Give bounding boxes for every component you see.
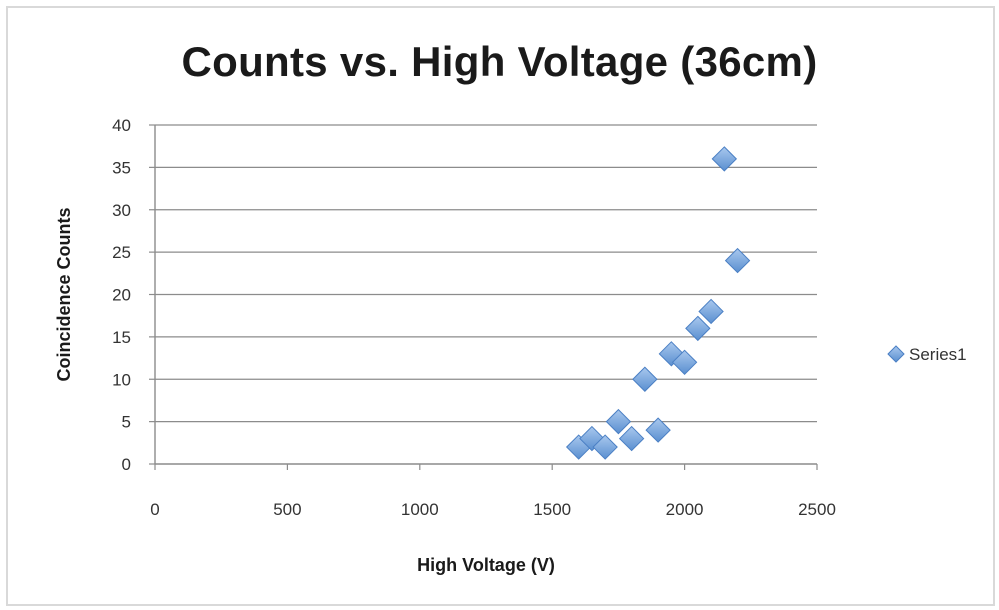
y-tick-label: 35 (112, 158, 131, 177)
data-point (632, 366, 658, 392)
data-point (724, 247, 751, 274)
y-tick-label: 15 (112, 328, 131, 347)
data-point (592, 434, 618, 460)
y-tick-label: 25 (112, 243, 131, 262)
data-point (671, 349, 698, 376)
chart-frame (6, 6, 995, 606)
y-tick-label: 0 (122, 455, 131, 474)
legend-label-series1: Series1 (909, 345, 967, 364)
data-point (605, 408, 632, 435)
data-point (711, 146, 738, 172)
y-tick-label: 20 (112, 286, 131, 305)
data-point (685, 315, 711, 342)
x-tick-label: 1500 (533, 500, 571, 519)
x-tick-label: 500 (273, 500, 301, 519)
y-tick-label: 30 (112, 201, 131, 220)
data-point (618, 425, 645, 452)
y-tick-label: 40 (112, 116, 131, 135)
chart-title: Counts vs. High Voltage (36cm) (181, 38, 818, 85)
x-axis-title: High Voltage (V) (417, 555, 555, 575)
legend: Series1 (887, 345, 967, 364)
data-point (645, 417, 671, 443)
x-tick-labels: 0 500 1000 1500 2000 2500 (150, 500, 836, 519)
y-axis-title: Coincidence Counts (54, 207, 74, 381)
x-tick-label: 1000 (401, 500, 439, 519)
x-tick-label: 2500 (798, 500, 836, 519)
x-tick-label: 2000 (666, 500, 704, 519)
legend-marker-series1 (887, 345, 905, 363)
y-tick-labels: 0 5 10 15 20 25 30 35 40 (112, 116, 131, 474)
x-tick-label: 0 (150, 500, 159, 519)
y-tick-label: 5 (122, 413, 131, 432)
gridlines (155, 124, 817, 423)
axes (149, 124, 818, 470)
data-point (698, 298, 724, 325)
data-points (565, 146, 751, 460)
y-tick-label: 10 (112, 370, 131, 389)
